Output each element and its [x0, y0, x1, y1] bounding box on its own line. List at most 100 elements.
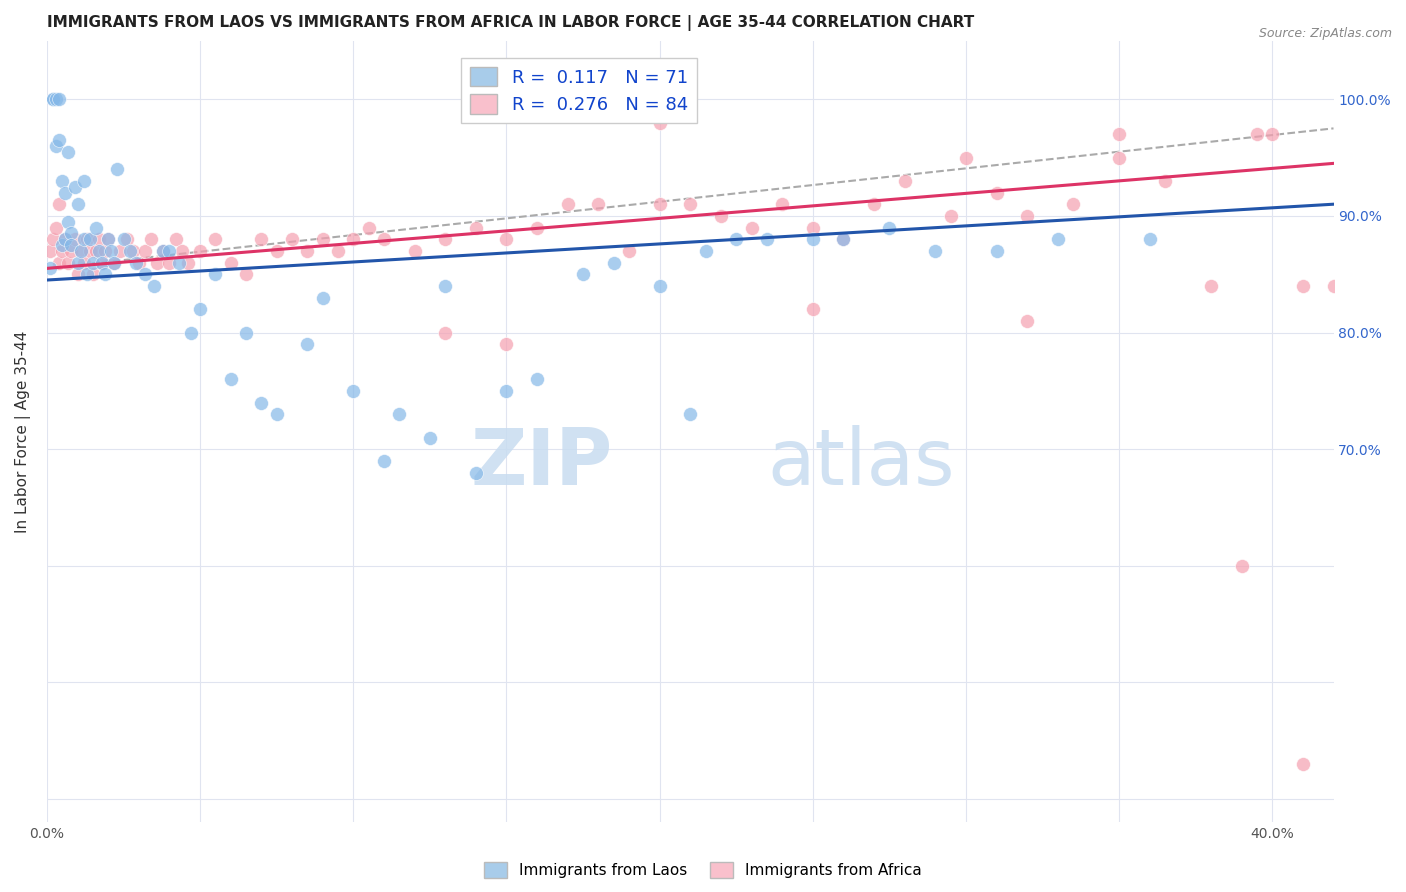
Point — [152, 244, 174, 258]
Point — [495, 232, 517, 246]
Point — [388, 407, 411, 421]
Point — [250, 395, 273, 409]
Point — [84, 220, 107, 235]
Point — [297, 337, 319, 351]
Point — [79, 244, 101, 258]
Point — [84, 244, 107, 258]
Point — [69, 244, 91, 258]
Point — [58, 145, 80, 159]
Point — [893, 174, 915, 188]
Point — [266, 407, 288, 421]
Point — [924, 244, 946, 258]
Point — [48, 197, 70, 211]
Point — [165, 232, 187, 246]
Point — [53, 186, 76, 200]
Point — [94, 244, 117, 258]
Point — [235, 326, 257, 340]
Point — [342, 232, 364, 246]
Point — [326, 244, 349, 258]
Point — [863, 197, 886, 211]
Text: IMMIGRANTS FROM LAOS VS IMMIGRANTS FROM AFRICA IN LABOR FORCE | AGE 35-44 CORREL: IMMIGRANTS FROM LAOS VS IMMIGRANTS FROM … — [46, 15, 974, 31]
Point — [311, 291, 333, 305]
Point — [495, 337, 517, 351]
Point — [464, 466, 486, 480]
Point — [58, 215, 80, 229]
Point — [281, 232, 304, 246]
Point — [60, 238, 83, 252]
Point — [87, 232, 110, 246]
Point — [648, 278, 671, 293]
Point — [60, 227, 83, 241]
Point — [1322, 278, 1344, 293]
Point — [373, 454, 395, 468]
Point — [204, 232, 226, 246]
Point — [48, 133, 70, 147]
Point — [69, 244, 91, 258]
Point — [100, 244, 122, 258]
Point — [107, 162, 129, 177]
Point — [177, 255, 200, 269]
Point — [87, 244, 110, 258]
Point — [1292, 278, 1315, 293]
Point — [219, 372, 242, 386]
Point — [82, 255, 104, 269]
Point — [250, 232, 273, 246]
Point — [66, 267, 89, 281]
Point — [572, 267, 595, 281]
Point — [134, 267, 156, 281]
Point — [495, 384, 517, 398]
Point — [770, 197, 793, 211]
Point — [73, 255, 96, 269]
Point — [602, 255, 624, 269]
Point — [60, 244, 83, 258]
Point — [91, 255, 114, 269]
Point — [115, 232, 138, 246]
Legend: Immigrants from Laos, Immigrants from Africa: Immigrants from Laos, Immigrants from Af… — [478, 856, 928, 884]
Point — [73, 232, 96, 246]
Point — [679, 197, 702, 211]
Point — [434, 232, 457, 246]
Point — [1046, 232, 1069, 246]
Point — [1261, 127, 1284, 141]
Point — [48, 255, 70, 269]
Point — [188, 244, 211, 258]
Point — [204, 267, 226, 281]
Point — [79, 232, 101, 246]
Point — [434, 278, 457, 293]
Point — [464, 220, 486, 235]
Point — [219, 255, 242, 269]
Point — [311, 232, 333, 246]
Point — [1139, 232, 1161, 246]
Point — [526, 220, 548, 235]
Point — [170, 244, 193, 258]
Point — [1062, 197, 1084, 211]
Point — [143, 278, 166, 293]
Point — [695, 244, 717, 258]
Point — [121, 244, 143, 258]
Point — [557, 197, 579, 211]
Point — [801, 302, 824, 317]
Point — [76, 267, 98, 281]
Text: atlas: atlas — [768, 425, 955, 501]
Point — [1017, 209, 1039, 223]
Point — [801, 220, 824, 235]
Point — [91, 255, 114, 269]
Point — [94, 267, 117, 281]
Point — [45, 220, 67, 235]
Point — [159, 244, 181, 258]
Point — [986, 244, 1008, 258]
Point — [51, 244, 73, 258]
Point — [103, 255, 125, 269]
Point — [1154, 174, 1177, 188]
Point — [146, 255, 169, 269]
Point — [648, 197, 671, 211]
Point — [128, 255, 150, 269]
Point — [63, 179, 86, 194]
Point — [53, 232, 76, 246]
Point — [76, 232, 98, 246]
Point — [373, 232, 395, 246]
Point — [152, 244, 174, 258]
Point — [266, 244, 288, 258]
Point — [112, 232, 135, 246]
Point — [588, 197, 610, 211]
